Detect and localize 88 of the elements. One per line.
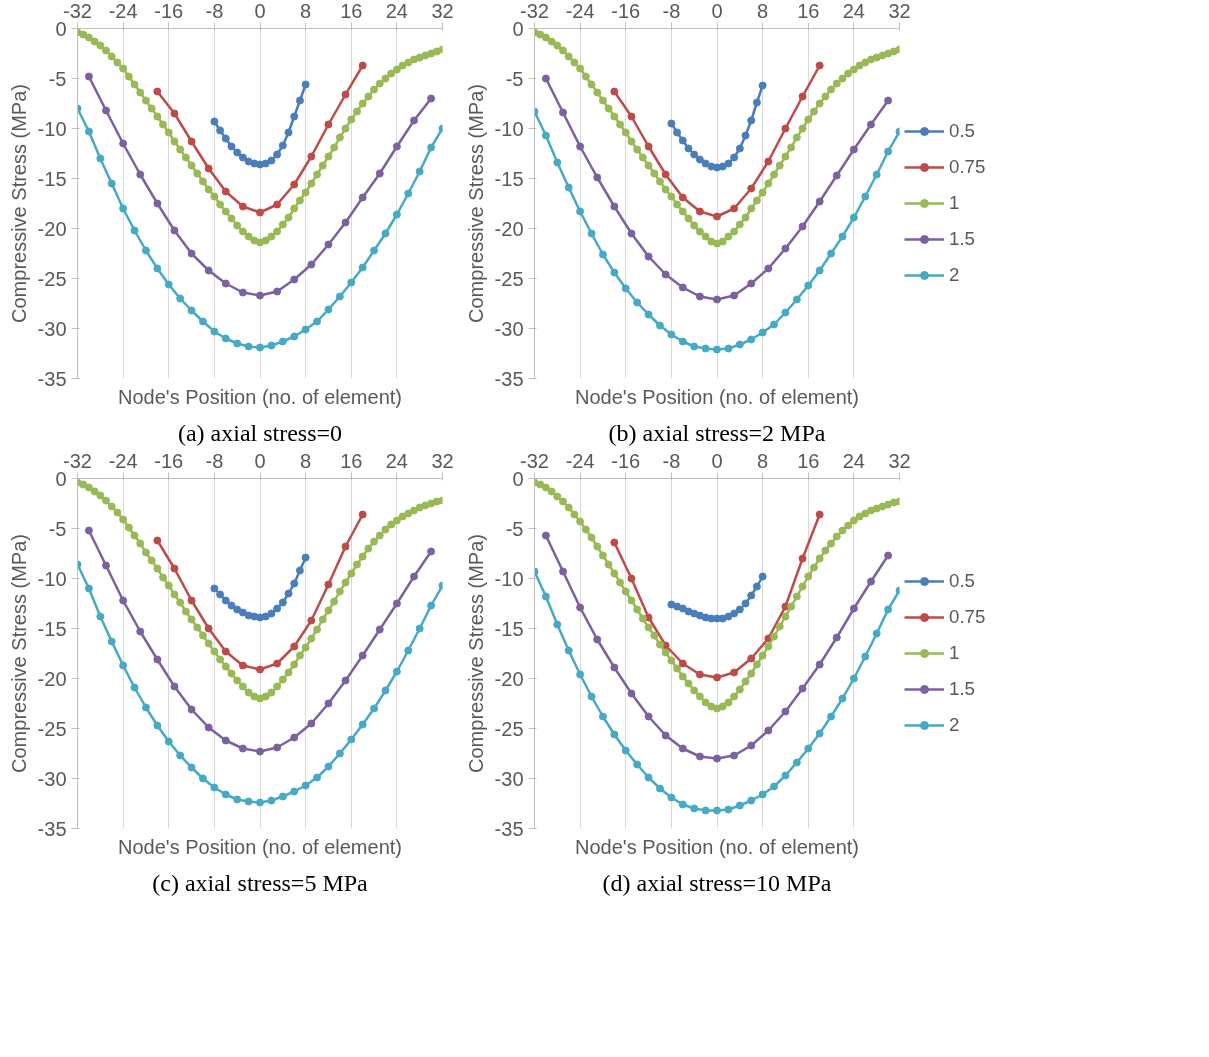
text: (a) axial stress=0 [177, 419, 343, 446]
x-axis-title: Node's Position (no. of element) [575, 385, 859, 408]
y-tick-label: -30 [37, 767, 67, 790]
legend-label: 0.5 [949, 570, 975, 592]
y-tick-label: -25 [494, 717, 524, 740]
y-tick-label: -15 [494, 617, 524, 640]
x-tick-label: 32 [431, 449, 454, 472]
x-tick-label: 0 [254, 449, 266, 472]
legend-label: 1 [949, 192, 961, 214]
x-tick-label: 0 [711, 0, 723, 22]
legend-label: 2 [949, 714, 961, 736]
point [84, 72, 93, 81]
x-tick-label: 8 [757, 449, 769, 472]
x-tick-label: 32 [888, 449, 911, 472]
point [427, 547, 436, 556]
legend-label: 1.5 [949, 678, 975, 700]
x-tick-label: 24 [842, 449, 865, 472]
point [541, 74, 550, 83]
x-tick-label: 32 [888, 0, 911, 22]
x-tick-label: -8 [662, 0, 681, 22]
text: (c) axial stress=5 MPa [152, 869, 369, 896]
point [427, 94, 436, 103]
y-tick-label: -20 [37, 667, 67, 690]
legend-label: 1 [949, 642, 961, 664]
y-tick-label: -30 [494, 317, 524, 340]
y-tick-label: -35 [494, 817, 524, 840]
y-tick-label: -5 [505, 517, 524, 540]
x-tick-label: 8 [757, 0, 769, 22]
y-axis-title: Compressive Stress (MPa) [7, 84, 30, 323]
x-tick-label: 24 [385, 449, 408, 472]
y-tick-label: -10 [37, 567, 67, 590]
x-tick-label: 8 [300, 0, 312, 22]
x-tick-label: 8 [300, 449, 312, 472]
legend-label: 1.5 [949, 228, 975, 250]
x-tick-label: -8 [205, 449, 224, 472]
x-tick-label: 16 [797, 449, 820, 472]
text: (d) axial stress=10 MPa [602, 869, 832, 896]
y-tick-label: -10 [37, 117, 67, 140]
x-tick-label: -16 [154, 449, 184, 472]
x-tick-label: -16 [611, 0, 641, 22]
y-tick-label: -35 [494, 367, 524, 390]
x-tick-label: -8 [205, 0, 224, 22]
x-tick-label: 16 [797, 0, 820, 22]
legend-label: 0.75 [949, 606, 986, 628]
x-tick-label: 32 [431, 0, 454, 22]
y-tick-label: -35 [37, 817, 67, 840]
y-tick-label: -20 [494, 667, 524, 690]
point [884, 96, 893, 105]
y-tick-label: -25 [37, 717, 67, 740]
y-tick-label: -20 [494, 217, 524, 240]
x-axis-title: Node's Position (no. of element) [118, 835, 402, 858]
x-tick-label: 24 [842, 0, 865, 22]
y-tick-label: -15 [37, 617, 67, 640]
x-tick-label: 0 [254, 0, 266, 22]
legend-label: 0.5 [949, 120, 975, 142]
y-tick-label: -5 [505, 67, 524, 90]
x-tick-label: -24 [565, 449, 595, 472]
y-axis-title: Compressive Stress (MPa) [464, 84, 487, 323]
text: (b) axial stress=2 MPa [608, 419, 826, 446]
y-tick-label: -35 [37, 367, 67, 390]
x-tick-label: -24 [108, 449, 138, 472]
y-axis-title: Compressive Stress (MPa) [7, 534, 30, 773]
x-tick-label: -8 [662, 449, 681, 472]
y-tick-label: -25 [37, 267, 67, 290]
x-tick-label: 0 [711, 449, 723, 472]
y-tick-label: -15 [37, 167, 67, 190]
x-tick-label: -24 [108, 0, 138, 22]
x-axis-title: Node's Position (no. of element) [575, 835, 859, 858]
x-tick-label: -16 [154, 0, 184, 22]
legend-label: 0.75 [949, 156, 986, 178]
x-tick-label: -24 [565, 0, 595, 22]
y-tick-label: -5 [48, 517, 67, 540]
y-tick-label: -30 [37, 317, 67, 340]
x-axis-title: Node's Position (no. of element) [118, 385, 402, 408]
y-tick-label: -10 [494, 567, 524, 590]
y-axis-title: Compressive Stress (MPa) [464, 534, 487, 773]
x-tick-label: 16 [340, 449, 363, 472]
legend-label: 2 [949, 264, 961, 286]
x-tick-label: -16 [611, 449, 641, 472]
y-tick-label: -30 [494, 767, 524, 790]
y-tick-label: -10 [494, 117, 524, 140]
y-tick-label: -25 [494, 267, 524, 290]
x-tick-label: 24 [385, 0, 408, 22]
x-tick-label: 16 [340, 0, 363, 22]
y-tick-label: -5 [48, 67, 67, 90]
y-tick-label: -15 [494, 167, 524, 190]
y-tick-label: -20 [37, 217, 67, 240]
point [884, 551, 893, 560]
